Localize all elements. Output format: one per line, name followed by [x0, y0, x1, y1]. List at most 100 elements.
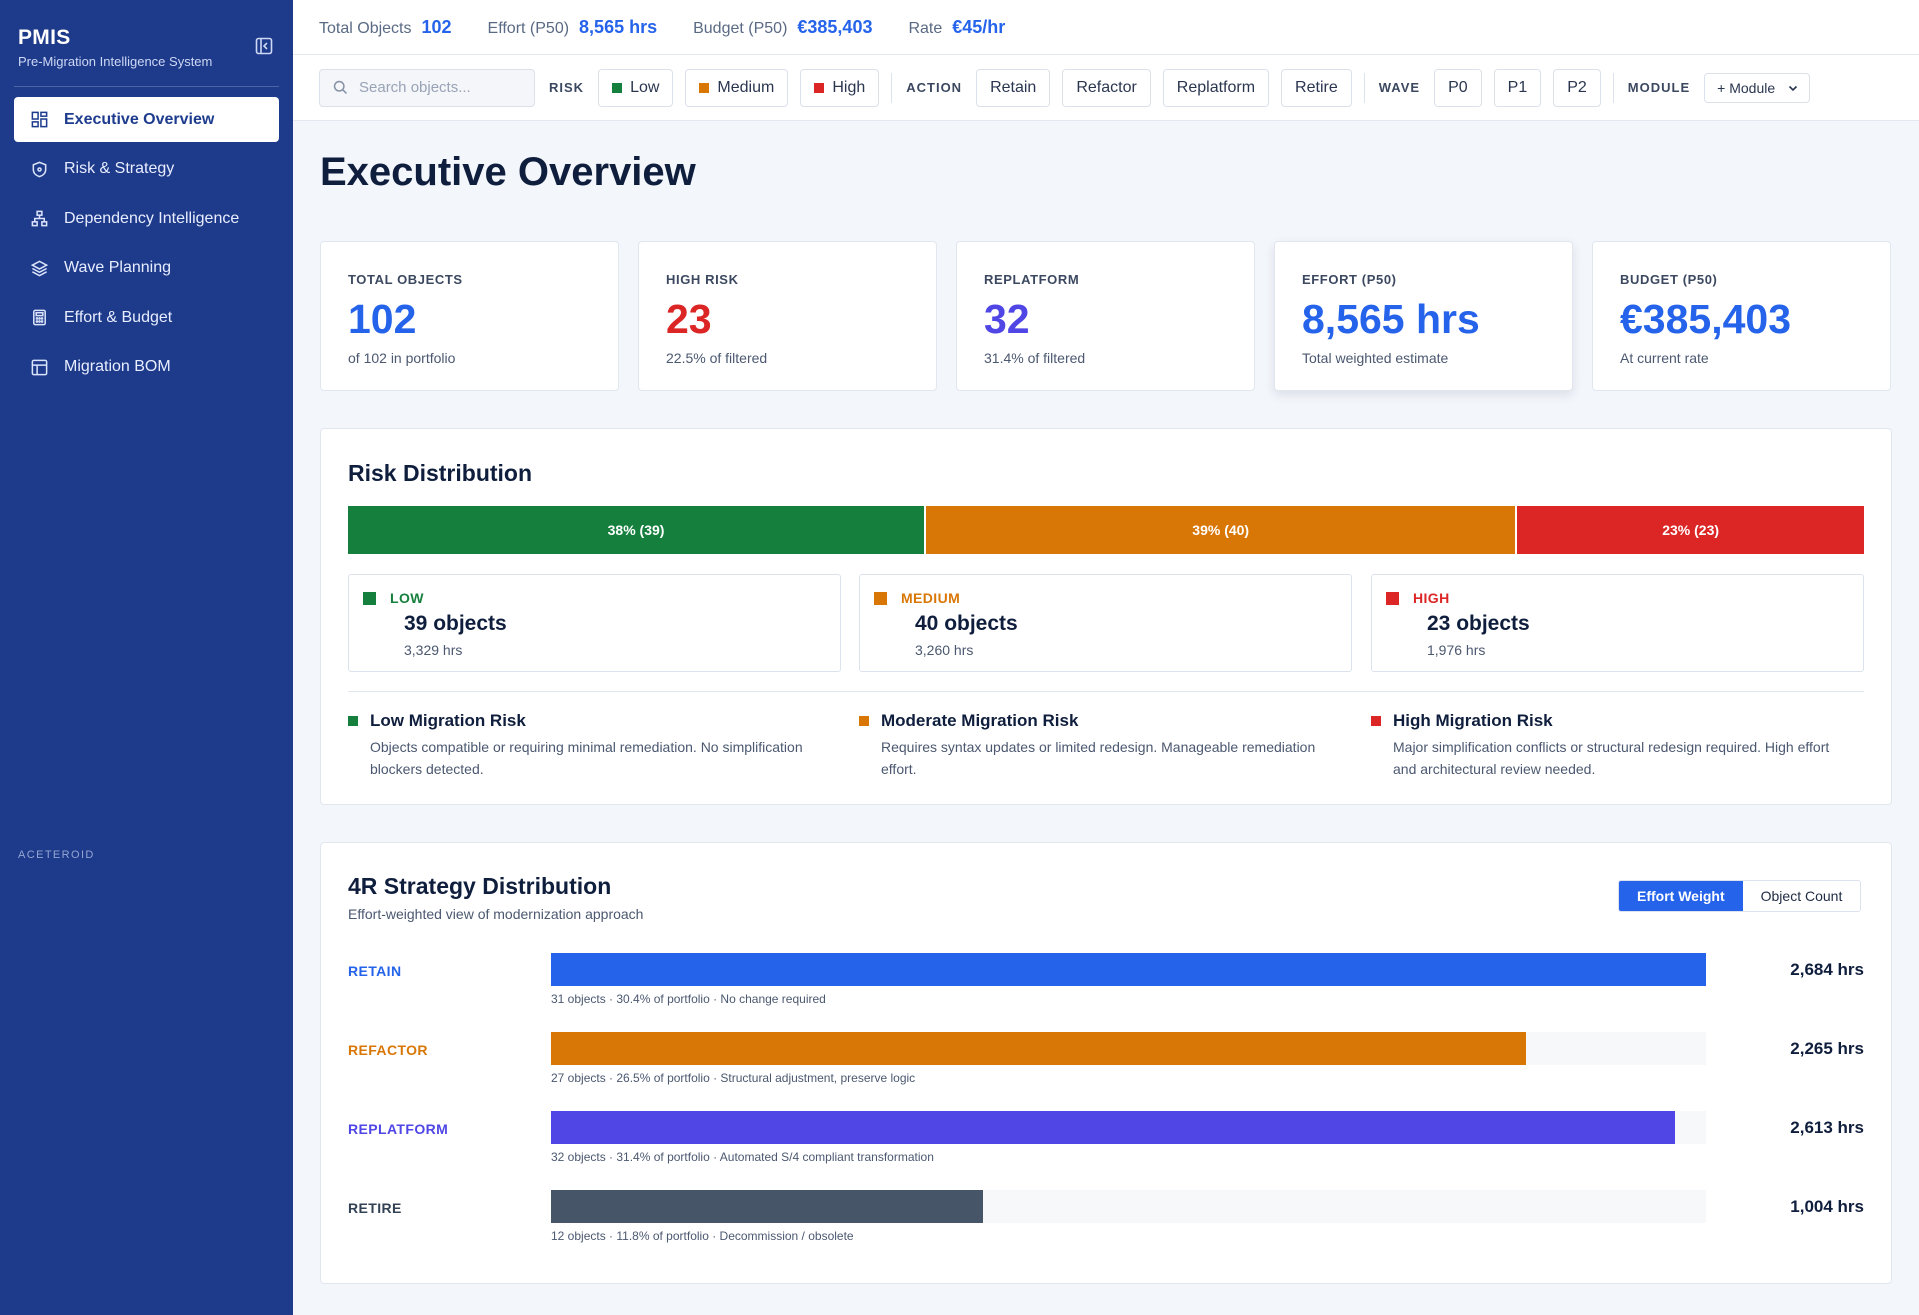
sidebar-item-effort-budget[interactable]: Effort & Budget	[14, 295, 279, 340]
layers-icon	[28, 257, 50, 279]
risk-box-name: HIGH	[1413, 590, 1450, 606]
kpi-value: 8,565 hrs	[1302, 296, 1480, 342]
effort-weight-toggle[interactable]: Effort Weight	[1619, 881, 1743, 911]
stat-budget: Budget (P50) €385,403	[693, 17, 872, 38]
action-filter-refactor[interactable]: Refactor	[1062, 68, 1151, 107]
wave-filter-p0[interactable]: P0	[1434, 68, 1482, 107]
chip-label: Medium	[717, 78, 775, 96]
strategy-row-refactor: REFACTOR 27 objects · 26.5% of portfolio…	[348, 1032, 1864, 1102]
kpi-label: HIGH RISK	[666, 272, 739, 287]
risk-box-name: LOW	[390, 590, 424, 606]
low-swatch	[363, 591, 376, 605]
weight-toggle: Effort Weight Object Count	[1618, 880, 1862, 912]
sidebar-item-label: Executive Overview	[64, 110, 215, 128]
brand: PMIS Pre-Migration Intelligence System	[18, 26, 212, 69]
search-input[interactable]	[359, 79, 519, 96]
high-swatch	[1371, 716, 1381, 726]
kpi-sub: 22.5% of filtered	[666, 350, 768, 367]
stat-value: 8,565 hrs	[579, 16, 658, 37]
app-subtitle: Pre-Migration Intelligence System	[18, 54, 213, 69]
kpi-label: BUDGET (P50)	[1620, 272, 1718, 287]
risk-distribution-title: Risk Distribution	[348, 460, 533, 486]
risk-filter-low[interactable]: Low	[598, 68, 674, 107]
strategy-bar-track	[551, 1032, 1706, 1065]
kpi-sub: 31.4% of filtered	[984, 350, 1086, 367]
kpi-sub: Total weighted estimate	[1302, 350, 1449, 367]
wave-filter-p2[interactable]: P2	[1553, 68, 1601, 107]
strategy-name: REPLATFORM	[348, 1121, 449, 1137]
kpi-value: 23	[666, 296, 712, 342]
kpi-total-objects: TOTAL OBJECTS 102 of 102 in portfolio	[320, 241, 619, 391]
legend-high: High Migration Risk Major simplification…	[1371, 711, 1871, 780]
risk-filter-label: RISK	[549, 80, 585, 95]
sidebar-item-label: Wave Planning	[64, 259, 172, 276]
stat-label: Budget (P50)	[693, 19, 788, 37]
risk-box-hrs: 1,976 hrs	[1427, 642, 1486, 658]
risk-segment-high: 23% (23)	[1515, 506, 1864, 554]
module-select[interactable]: + Module	[1704, 72, 1811, 103]
strategy-row-retain: RETAIN 31 objects · 30.4% of portfolio ·…	[348, 953, 1864, 1023]
action-filter-retain[interactable]: Retain	[976, 68, 1051, 107]
sidebar-item-label: Dependency Intelligence	[64, 209, 240, 227]
stat-label: Total Objects	[319, 19, 412, 37]
summary-bar: Total Objects 102 Effort (P50) 8,565 hrs…	[293, 0, 1919, 55]
collapse-sidebar-icon[interactable]	[254, 36, 274, 56]
chip-label: High	[832, 78, 866, 96]
wave-filter-p1[interactable]: P1	[1493, 68, 1542, 107]
strategy-name: RETIRE	[348, 1200, 402, 1216]
sidebar-item-risk-strategy[interactable]: Risk & Strategy	[14, 147, 279, 192]
sidebar-item-dependency-intelligence[interactable]: Dependency Intelligence	[14, 196, 279, 241]
calculator-icon	[28, 307, 50, 329]
kpi-sub: of 102 in portfolio	[348, 350, 456, 367]
legend-title: High Migration Risk	[1393, 711, 1553, 730]
risk-segment-low: 38% (39)	[348, 506, 925, 554]
action-filter-label: ACTION	[906, 80, 963, 95]
object-count-toggle[interactable]: Object Count	[1760, 888, 1843, 904]
sidebar-item-label: Risk & Strategy	[64, 160, 175, 177]
stat-value: €385,403	[797, 16, 873, 37]
risk-box-medium: MEDIUM 40 objects 3,260 hrs	[859, 574, 1352, 672]
kpi-value: 102	[348, 296, 417, 342]
search-icon	[333, 80, 347, 94]
risk-distribution-card: Risk Distribution 38% (39) 39% (40) 23% …	[320, 428, 1892, 805]
stat-total-objects: Total Objects 102	[319, 17, 452, 38]
kpi-replatform: REPLATFORM 32 31.4% of filtered	[956, 241, 1255, 391]
dashboard-icon	[28, 109, 50, 131]
risk-filter-high[interactable]: High	[800, 68, 880, 107]
strategy-subtitle: Effort-weighted view of modernization ap…	[348, 906, 644, 922]
action-filter-retire[interactable]: Retire	[1281, 68, 1352, 107]
kpi-value: €385,403	[1620, 296, 1792, 342]
wave-filter-label: WAVE	[1378, 80, 1421, 95]
risk-box-name: MEDIUM	[901, 590, 961, 606]
sidebar-item-wave-planning[interactable]: Wave Planning	[14, 246, 279, 291]
table-icon	[28, 356, 50, 378]
strategy-bar-retire	[551, 1190, 984, 1223]
risk-box-hrs: 3,260 hrs	[915, 642, 974, 658]
kpi-sub: At current rate	[1620, 350, 1709, 367]
stat-label: Rate	[908, 19, 943, 37]
risk-box-low: LOW 39 objects 3,329 hrs	[348, 574, 841, 672]
strategy-bar-track	[551, 1111, 1706, 1144]
action-filter-replatform[interactable]: Replatform	[1162, 68, 1270, 107]
high-swatch	[814, 82, 825, 93]
legend-title: Low Migration Risk	[370, 711, 526, 730]
strategy-hrs: 2,265 hrs	[1790, 1039, 1864, 1058]
medium-swatch	[874, 591, 887, 605]
sidebar: PMIS Pre-Migration Intelligence System E…	[0, 0, 293, 1315]
strategy-bar-track	[551, 1190, 1706, 1223]
strategy-desc: 32 objects · 31.4% of portfolio · Automa…	[551, 1150, 934, 1164]
search-box[interactable]	[319, 68, 535, 107]
risk-box-count: 23 objects	[1427, 612, 1530, 635]
risk-filter-medium[interactable]: Medium	[685, 68, 789, 107]
chip-label: Low	[630, 78, 660, 96]
filter-divider	[1612, 72, 1614, 103]
sidebar-item-executive-overview[interactable]: Executive Overview	[14, 97, 279, 142]
medium-swatch	[699, 82, 710, 93]
kpi-label: EFFORT (P50)	[1302, 272, 1397, 287]
legend-title: Moderate Migration Risk	[881, 711, 1079, 730]
sidebar-item-migration-bom[interactable]: Migration BOM	[14, 345, 279, 390]
strategy-desc: 27 objects · 26.5% of portfolio · Struct…	[551, 1071, 916, 1085]
legend-desc: Requires syntax updates or limited redes…	[881, 739, 1316, 777]
stat-value: €45/hr	[952, 16, 1006, 37]
filter-divider	[891, 72, 893, 103]
